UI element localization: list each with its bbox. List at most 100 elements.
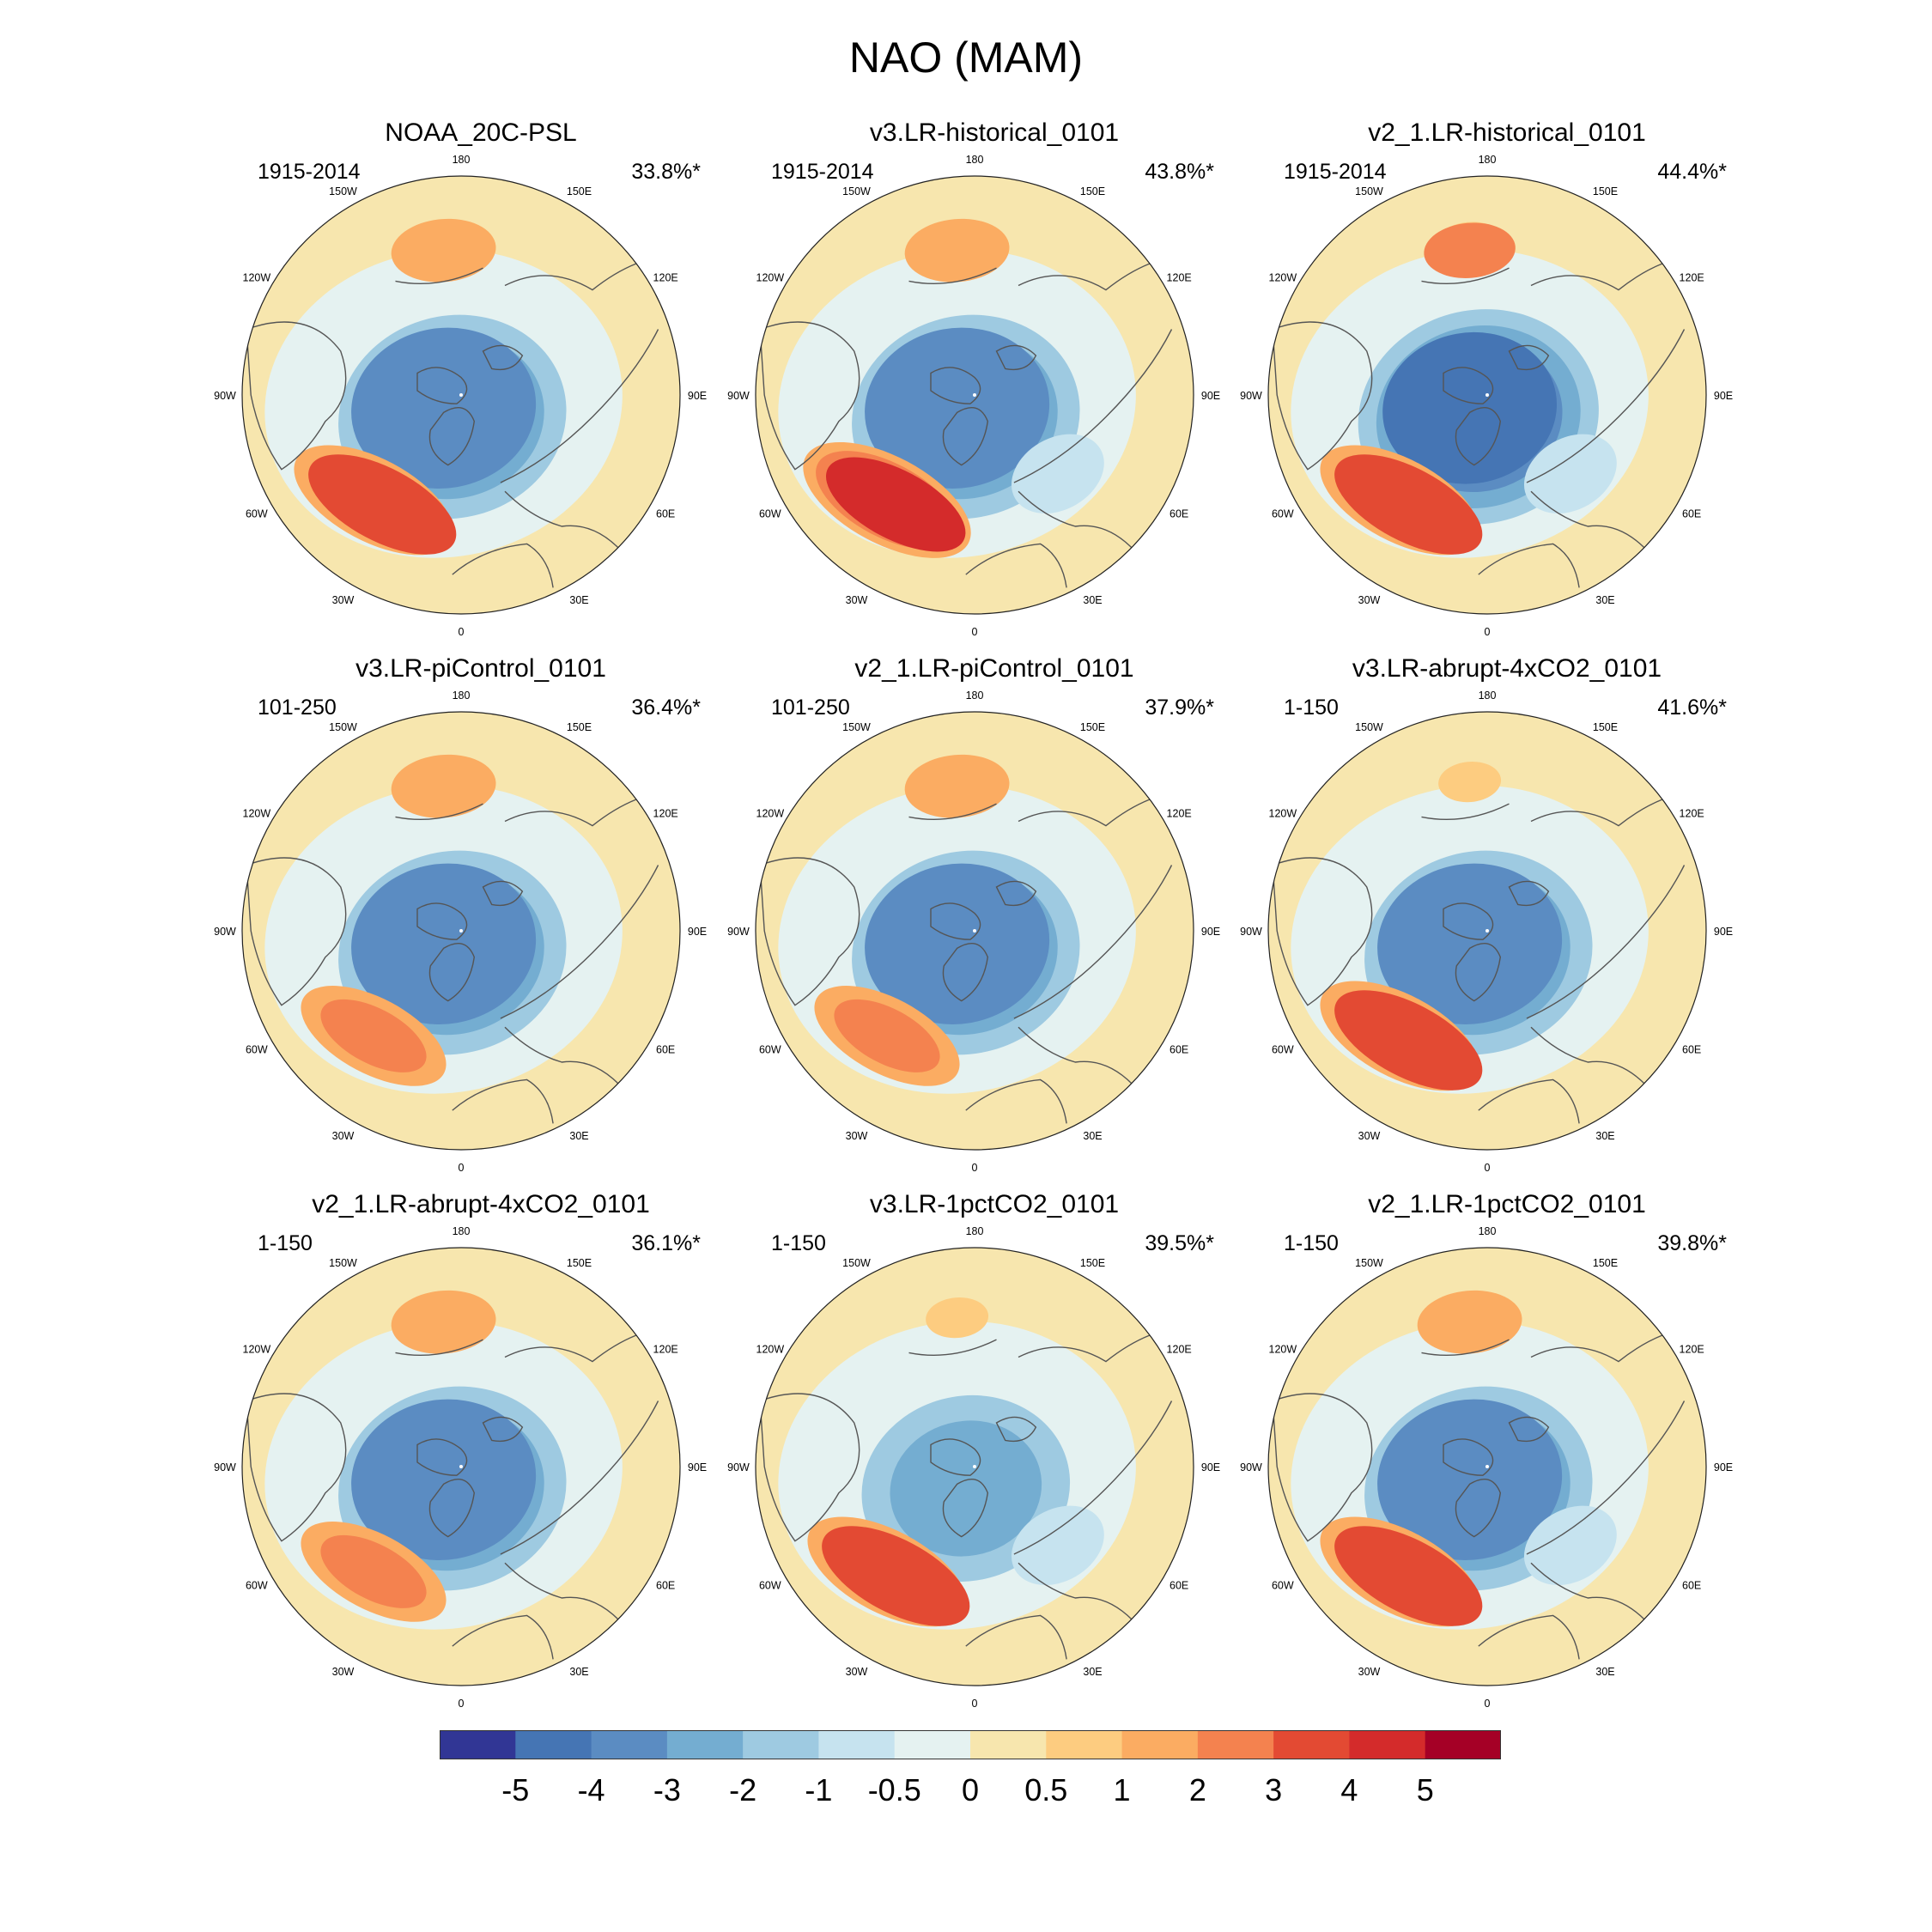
coastline [1273, 322, 1372, 470]
period-label: 101-250 [258, 696, 337, 720]
longitude-label: 150E [1593, 1257, 1618, 1269]
longitude-label: 180 [966, 1225, 984, 1237]
period-label: 1915-2014 [258, 160, 361, 184]
coastline [1510, 1417, 1549, 1441]
map-border [1267, 711, 1707, 1151]
map-border [1267, 1247, 1707, 1686]
longitude-label: 30E [1595, 594, 1614, 606]
colorbar-swatch [666, 1730, 744, 1759]
longitude-label: 150E [1080, 721, 1105, 733]
longitude-label: 60W [246, 1044, 268, 1056]
coastline [1479, 544, 1579, 587]
colorbar-tick-label: -4 [578, 1772, 605, 1807]
longitude-label: 90E [1201, 390, 1220, 402]
period-label: 1-150 [1284, 696, 1339, 720]
longitude-label: 120E [1680, 808, 1704, 820]
coastline [396, 264, 637, 290]
coastline [246, 1394, 346, 1541]
north-pole-marker [1485, 1465, 1489, 1468]
colorbar-swatch [894, 1730, 971, 1759]
map-panel: v2_1.LR-1pctCO2_0101 1-150 39.8%* 180 150E 12… [1240, 1190, 1765, 1722]
longitude-label: 180 [1479, 1225, 1497, 1237]
longitude-label: 0 [972, 1698, 978, 1710]
longitude-label: 90E [1201, 1461, 1220, 1473]
coastline [396, 799, 637, 826]
coastline [1510, 345, 1549, 369]
coastline [453, 1079, 553, 1123]
variance-label: 43.8%* [1145, 160, 1214, 184]
longitude-label: 90E [688, 390, 707, 402]
azores-high-band [822, 1526, 970, 1626]
longitude-label: 180 [453, 1225, 471, 1237]
coastline [429, 944, 474, 1001]
colorbar-tick-label: 5 [1417, 1772, 1434, 1807]
longitude-label: 90W [1240, 390, 1262, 402]
azores-high-band [1334, 1526, 1483, 1626]
colorbar-tick-label: 3 [1265, 1772, 1282, 1807]
longitude-label: 90W [214, 926, 236, 938]
coastline [966, 1615, 1066, 1659]
longitude-label: 0 [972, 1162, 978, 1174]
coastline [760, 858, 860, 1005]
longitude-label: 30E [1083, 594, 1102, 606]
longitude-label: 60E [1170, 508, 1188, 520]
coastline [760, 1394, 860, 1541]
longitude-label: 30W [1358, 1666, 1381, 1678]
period-label: 1-150 [1284, 1231, 1339, 1255]
coastline [931, 368, 981, 404]
coastline [1443, 903, 1493, 939]
coastline [909, 264, 1151, 290]
coastline [501, 1401, 659, 1620]
ne-atlantic-band [1523, 434, 1617, 513]
longitude-label: 60W [1272, 1580, 1294, 1592]
coastline [931, 1439, 981, 1475]
longitude-label: 90E [688, 1461, 707, 1473]
arctic-low-band [351, 1399, 537, 1560]
coastline [1527, 866, 1685, 1084]
coastline [1014, 1401, 1172, 1620]
polar-map: 180 150E 120E 90E 60E 30E 0 30W 60W 90W 120W 150W [214, 1225, 707, 1710]
longitude-label: 0 [1485, 1698, 1491, 1710]
north-pole-marker [459, 393, 463, 397]
polar-map: 180 150E 120E 90E 60E 30E 0 30W 60W 90W 120W 150W [1240, 690, 1733, 1174]
map-panel: v2_1.LR-piControl_0101 101-250 37.9%* 180 15… [727, 654, 1252, 1187]
coastline [417, 903, 467, 939]
longitude-label: 120E [1167, 1344, 1192, 1356]
longitude-label: 90E [1201, 926, 1220, 938]
north-pole-marker [459, 1465, 463, 1468]
north-pole-marker [1485, 929, 1489, 933]
longitude-label: 0 [972, 626, 978, 638]
colorbar-swatch [818, 1730, 896, 1759]
panel-title: v3.LR-historical_0101 [869, 118, 1120, 147]
map-border [755, 175, 1194, 615]
ne-atlantic-band [1011, 1505, 1104, 1585]
polar-map: 180 150E 120E 90E 60E 30E 0 30W 60W 90W 120W 150W [1240, 154, 1733, 638]
longitude-label: 60W [759, 508, 781, 520]
variance-label: 33.8%* [631, 160, 701, 184]
panel-title: v3.LR-abrupt-4xCO2_0101 [1352, 654, 1662, 683]
pacific-high-band [1417, 1290, 1522, 1354]
period-label: 1-150 [771, 1231, 826, 1255]
map-panel: v3.LR-piControl_0101 101-250 36.4%* 180 150E… [214, 654, 738, 1187]
coastline [453, 544, 553, 587]
panel-title: v3.LR-1pctCO2_0101 [869, 1190, 1120, 1218]
longitude-label: 30E [1083, 1666, 1102, 1678]
colorbar-tick-label: 0.5 [1024, 1772, 1067, 1807]
variance-label: 41.6%* [1657, 696, 1727, 720]
colorbar-tick-label: -0.5 [868, 1772, 921, 1807]
north-pole-marker [973, 929, 976, 933]
pacific-high-band [1438, 761, 1502, 803]
longitude-label: 30E [1083, 1130, 1102, 1142]
longitude-label: 30W [332, 594, 355, 606]
coastline [1479, 1079, 1579, 1123]
map-border [241, 711, 681, 1151]
longitude-label: 90W [727, 1461, 750, 1473]
coastline [760, 322, 860, 470]
map-panel: v2_1.LR-abrupt-4xCO2_0101 1-150 36.1%* 180 1… [214, 1190, 738, 1722]
azores-high-band [834, 999, 940, 1072]
period-label: 1915-2014 [1284, 160, 1387, 184]
longitude-label: 30W [332, 1130, 355, 1142]
coastline [1510, 881, 1549, 905]
arctic-low-band [1377, 1399, 1563, 1560]
ne-atlantic-band [1011, 434, 1104, 513]
